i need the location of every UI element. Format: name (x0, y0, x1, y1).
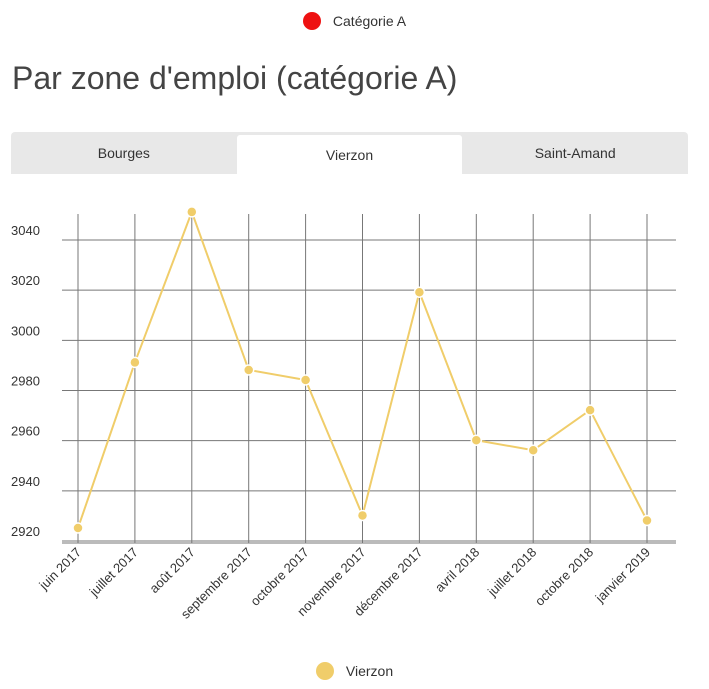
tab-saint-amand[interactable]: Saint-Amand (534, 145, 616, 161)
series-legend[interactable]: Vierzon (0, 662, 709, 680)
y-tick-label: 3000 (11, 323, 40, 338)
top-legend[interactable]: Catégorie A (0, 12, 709, 30)
data-point (641, 514, 653, 527)
x-tick-label: janvier 2019 (592, 545, 653, 606)
x-tick-label: octobre 2018 (532, 545, 596, 609)
data-point (186, 206, 198, 218)
legend-label: Vierzon (345, 663, 394, 679)
data-point (584, 404, 596, 416)
x-tick-label: juillet 2018 (484, 545, 539, 600)
x-tick-label: avril 2018 (432, 545, 482, 595)
tab-vierzon[interactable]: Vierzon (236, 135, 463, 174)
x-tick-label: juillet 2017 (86, 545, 141, 600)
page-title: Par zone d'emploi (catégorie A) (12, 60, 458, 96)
y-tick-label: 2960 (11, 424, 40, 439)
x-tick-label: juin 2017 (35, 545, 84, 594)
data-point (129, 356, 141, 369)
data-point (242, 364, 255, 376)
y-tick-label: 3020 (11, 273, 40, 288)
y-tick-label: 2920 (11, 524, 40, 539)
data-point (470, 434, 483, 446)
y-tick-label: 2940 (11, 474, 40, 489)
data-point (299, 374, 312, 386)
legend-dot-icon (315, 662, 334, 680)
tab-bourges[interactable]: Bourges (97, 145, 150, 161)
data-point (413, 286, 426, 298)
zone-tabs: Bourges Vierzon Saint-Amand (11, 132, 688, 174)
x-tick-label: août 2017 (146, 545, 198, 597)
legend-dot-icon (302, 12, 321, 30)
data-point (527, 444, 539, 456)
y-tick-label: 2980 (11, 374, 40, 389)
data-point (356, 509, 369, 522)
legend-label: Catégorie A (332, 13, 407, 29)
data-point (72, 522, 84, 534)
y-tick-label: 3040 (11, 223, 40, 238)
